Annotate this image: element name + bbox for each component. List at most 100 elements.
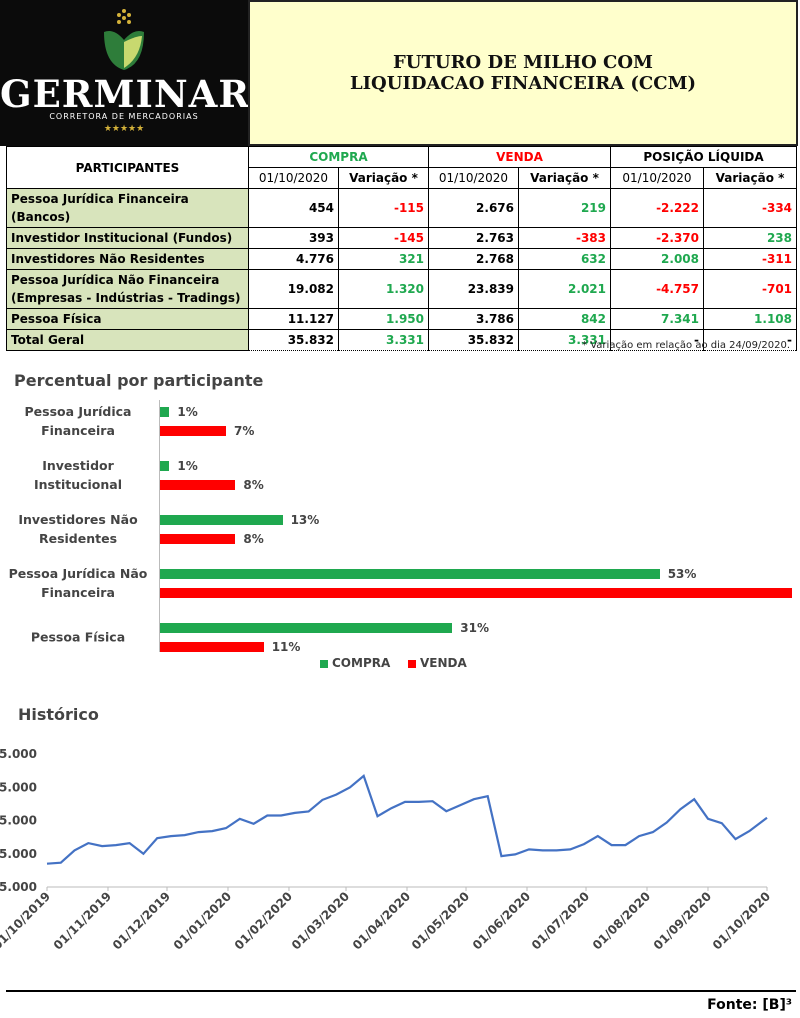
value-label: 7% <box>234 424 255 438</box>
row-label: Pessoa Jurídica Não Financeira (Empresas… <box>6 269 249 309</box>
table-row: Investidor Institucional (Fundos) 393 -145… <box>6 227 798 249</box>
y-tick-label: 35.000 <box>0 814 37 828</box>
cell: -311 <box>702 248 798 270</box>
bar <box>160 461 170 471</box>
value-label: 31% <box>460 621 490 635</box>
x-tick-label: 01/10/2019 <box>0 889 53 952</box>
cell: 238 <box>702 227 798 249</box>
value-label: 13% <box>290 513 320 527</box>
cell: 2.008 <box>610 248 704 270</box>
cell: -115 <box>338 188 429 228</box>
x-tick-label: 01/09/2020 <box>651 889 714 952</box>
subheader-row: 01/10/2020 Variação * 01/10/2020 Variação *… <box>7 167 798 189</box>
chart-title: Histórico <box>18 705 99 724</box>
cell: 2.676 <box>428 188 519 228</box>
value-label: 8% <box>243 478 264 492</box>
table-row: Pessoa Jurídica Financeira (Bancos) 454 -1… <box>6 188 798 228</box>
cell: 454 <box>248 188 339 228</box>
cell: 7.341 <box>610 308 704 330</box>
bar <box>160 515 283 525</box>
cell: 19.082 <box>248 269 339 309</box>
row-label: Pessoa Física <box>6 308 249 330</box>
group-header: POSIÇÃO LÍQUIDA <box>609 146 798 168</box>
y-tick-label: 25.000 <box>0 847 37 861</box>
cell: -334 <box>702 188 798 228</box>
header-row: PARTICIPANTES COMPRA VENDA POSIÇÃO LÍQUIDA <box>6 146 798 189</box>
category-label: Investidores Não Residentes <box>18 512 138 546</box>
bar <box>160 642 264 652</box>
subheader: Variação * <box>702 167 798 189</box>
footnote: * Variação em relação ao dia 24/09/2020. <box>582 340 790 351</box>
cell: 393 <box>248 227 339 249</box>
cell: -701 <box>702 269 798 309</box>
table-row: Total Geral 35.832 3.331 35.832 3.331- - <box>6 329 798 351</box>
cell: 842 <box>518 308 611 330</box>
category-label: Pessoa Jurídica Não Financeira <box>8 566 148 600</box>
x-tick-label: 01/07/2020 <box>529 889 592 952</box>
tagline: CORRETORA DE MERCADORIAS <box>49 112 199 121</box>
x-tick-label: 01/05/2020 <box>409 889 472 952</box>
bar <box>160 407 170 417</box>
cell: 3.331 <box>338 329 429 351</box>
title-line: FUTURO DE MILHO COM <box>393 52 653 73</box>
cell: 1.108 <box>702 308 798 330</box>
x-tick-label: 01/02/2020 <box>232 889 295 952</box>
line-chart: Histórico 15.000 25.000 35.000 45.000 55.000… <box>0 705 773 953</box>
legend-swatch <box>320 660 328 668</box>
value-label: 11% <box>271 640 301 654</box>
axis-line <box>159 400 160 652</box>
title-box: FUTURO DE MILHO COM LIQUIDACAO FINANCEIR… <box>248 0 798 146</box>
cell: 2.021 <box>518 269 611 309</box>
brand: GERMINAR <box>0 72 251 116</box>
cell: 2.763 <box>428 227 519 249</box>
cell: 23.839 <box>428 269 519 309</box>
cell: - <box>702 329 798 351</box>
cell: 321 <box>338 248 429 270</box>
line-series <box>46 774 768 865</box>
category-label: Pessoa Física <box>30 629 126 645</box>
bar <box>160 569 660 579</box>
row-label: Total Geral <box>6 329 249 351</box>
x-tick-label: 01/01/2020 <box>171 889 234 952</box>
logo-icon <box>104 9 144 70</box>
legend-label: VENDA <box>420 656 467 670</box>
legend-swatch <box>408 660 416 668</box>
bar <box>160 426 226 436</box>
x-tick-label: 01/12/2019 <box>110 889 173 952</box>
title-line: LIQUIDACAO FINANCEIRA (CCM) <box>349 73 697 94</box>
value-label: 8% <box>243 532 264 546</box>
cell: 1.320 <box>338 269 429 309</box>
row-label: Investidores Não Residentes <box>6 248 249 270</box>
bar <box>160 623 453 633</box>
category-label: Pessoa Jurídica Financeira <box>24 404 132 438</box>
row-label: Investidor Institucional (Fundos) <box>6 227 249 249</box>
value-label: 1% <box>177 459 198 473</box>
subheader: 01/10/2020 <box>428 167 519 189</box>
cell: 4.776 <box>248 248 339 270</box>
cell: 219 <box>518 188 611 228</box>
cell: 2.768 <box>428 248 519 270</box>
bar <box>160 480 236 490</box>
value-label: 53% <box>667 567 697 581</box>
subheader: 01/10/2020 <box>610 167 704 189</box>
cell: 1.950 <box>338 308 429 330</box>
cell: 3.786 <box>428 308 519 330</box>
x-tick-label: 01/06/2020 <box>470 889 533 952</box>
subheader: Variação * <box>518 167 611 189</box>
x-tick-label: 01/10/2020 <box>710 889 773 952</box>
data-table: PARTICIPANTES COMPRA VENDA POSIÇÃO LÍQUIDA 0… <box>6 146 798 351</box>
cell: -383 <box>518 227 611 249</box>
stars: ★★★★★ <box>103 124 145 134</box>
legend-label: COMPRA <box>332 656 391 670</box>
logo: GERMINAR CORRETORA DE MERCADORIAS ★★★★★ <box>0 0 251 146</box>
cell: 632 <box>518 248 611 270</box>
subheader: Variação * <box>338 167 429 189</box>
x-tick-label: 01/04/2020 <box>350 889 413 952</box>
bar <box>160 588 792 598</box>
cell: -2.222 <box>610 188 704 228</box>
category-label: Investidor Institucional <box>33 458 123 492</box>
source: Fonte: [B]³ <box>707 997 792 1013</box>
bar-chart: Percentual por participante Pessoa Juríd… <box>0 365 800 680</box>
x-tick-label: 01/08/2020 <box>590 889 653 952</box>
cell: -4.757 <box>610 269 704 309</box>
